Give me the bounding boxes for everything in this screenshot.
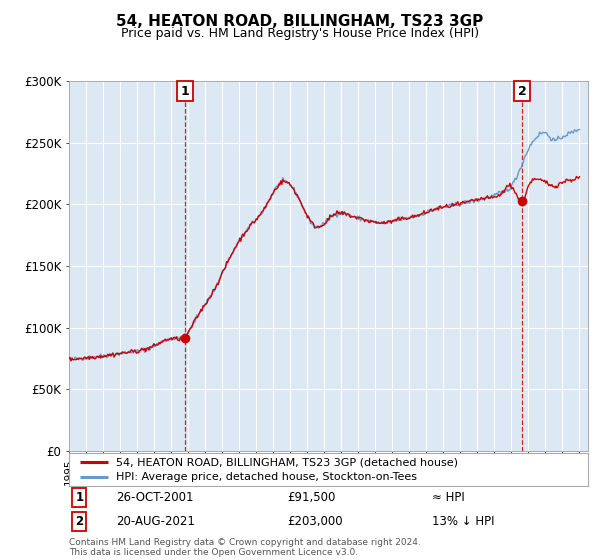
- Text: This data is licensed under the Open Government Licence v3.0.: This data is licensed under the Open Gov…: [69, 548, 358, 557]
- Text: ≈ HPI: ≈ HPI: [432, 491, 465, 504]
- Text: 2: 2: [76, 515, 83, 528]
- Text: £91,500: £91,500: [287, 491, 335, 504]
- Text: Contains HM Land Registry data © Crown copyright and database right 2024.: Contains HM Land Registry data © Crown c…: [69, 538, 421, 547]
- Text: HPI: Average price, detached house, Stockton-on-Tees: HPI: Average price, detached house, Stoc…: [116, 473, 417, 482]
- Text: 26-OCT-2001: 26-OCT-2001: [116, 491, 193, 504]
- Text: Price paid vs. HM Land Registry's House Price Index (HPI): Price paid vs. HM Land Registry's House …: [121, 27, 479, 40]
- Text: 1: 1: [181, 85, 190, 97]
- Text: 54, HEATON ROAD, BILLINGHAM, TS23 3GP (detached house): 54, HEATON ROAD, BILLINGHAM, TS23 3GP (d…: [116, 457, 458, 467]
- Text: 20-AUG-2021: 20-AUG-2021: [116, 515, 194, 528]
- Text: 2: 2: [518, 85, 527, 97]
- Text: 1: 1: [76, 491, 83, 504]
- Text: 13% ↓ HPI: 13% ↓ HPI: [432, 515, 495, 528]
- Text: 54, HEATON ROAD, BILLINGHAM, TS23 3GP: 54, HEATON ROAD, BILLINGHAM, TS23 3GP: [116, 14, 484, 29]
- Text: £203,000: £203,000: [287, 515, 343, 528]
